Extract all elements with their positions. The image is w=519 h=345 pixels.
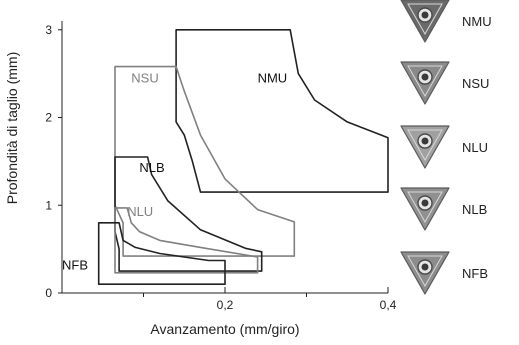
insert-edge [407, 255, 443, 288]
x-tick-label: 0,2 [217, 298, 234, 312]
insert-hole-core [421, 73, 429, 81]
insert-nlb-icon [400, 187, 450, 231]
insert-hole-core [421, 199, 429, 207]
insert-edge [407, 65, 443, 98]
insert-edge [407, 129, 443, 162]
insert-edge [407, 3, 443, 36]
legend-label-nlb: NLB [462, 201, 488, 217]
legend-item-nfb: NFB [398, 248, 488, 298]
insert-nsu-icon [400, 61, 450, 105]
insert-nfb-icon [400, 251, 450, 295]
legend-item-nmu: NMU [398, 0, 492, 46]
legend-label-nmu: NMU [462, 13, 492, 29]
region-nsu [114, 65, 296, 257]
y-axis-title: Profondità di taglio (mm) [4, 52, 20, 205]
legend-item-nsu: NSU [398, 58, 489, 108]
region-nlu [114, 207, 259, 274]
legend-label-nfb: NFB [462, 265, 488, 281]
y-tick-label: 1 [45, 198, 52, 212]
insert-hole-core [421, 263, 429, 271]
region-label-nlb: NLB [139, 160, 164, 175]
insert-nlu-icon [400, 125, 450, 169]
insert-nmu-icon [400, 0, 450, 43]
region-labels: NMU NSU NLB NLU NFB [62, 70, 287, 272]
region-label-nlu: NLU [127, 204, 153, 219]
legend-label-nsu: NSU [462, 75, 490, 91]
region-label-nfb: NFB [62, 257, 88, 272]
region-nlb [114, 156, 263, 272]
region-nmu [175, 29, 389, 193]
legend-item-nlu: NLU [398, 122, 488, 172]
region-nfb [97, 222, 226, 285]
x-axis-title: Avanzamento (mm/giro) [150, 321, 299, 337]
axis-ticks: 0 1 2 3 0,2 0,4 [45, 23, 396, 312]
insert-edge [407, 191, 443, 224]
legend-label-nlu: NLU [462, 139, 489, 155]
y-tick-label: 3 [45, 23, 52, 37]
region-label-nmu: NMU [258, 70, 288, 85]
legend-item-nlb: NLB [398, 184, 487, 234]
x-tick-label: 0,4 [380, 298, 397, 312]
insert-hole-core [421, 137, 429, 145]
plot-regions [97, 29, 389, 285]
region-label-nsu: NSU [131, 70, 158, 85]
insert-hole-core [421, 11, 429, 19]
y-tick-label: 2 [45, 111, 52, 125]
y-tick-label: 0 [45, 286, 52, 300]
